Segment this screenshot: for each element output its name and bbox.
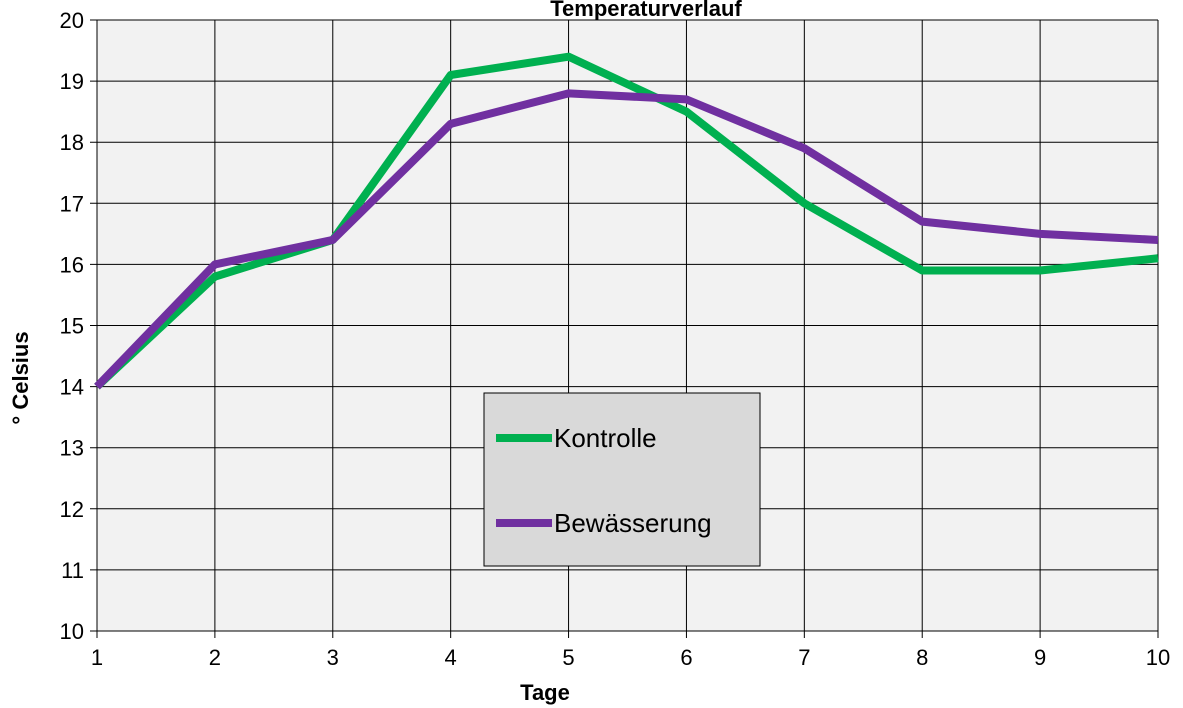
legend-label-kontrolle: Kontrolle: [554, 423, 657, 453]
x-tick-label: 3: [327, 645, 339, 670]
x-tick-labels: 1 2 3 4 5 6 7 8 9 10: [91, 645, 1170, 670]
y-tick-label: 14: [60, 375, 84, 400]
y-tick-label: 11: [61, 558, 84, 583]
y-tick-label: 15: [60, 314, 84, 339]
x-tick-label: 5: [562, 645, 574, 670]
x-tick-label: 2: [209, 645, 221, 670]
series-line-bewaesserung: [94, 89, 1159, 390]
x-tick-label: 10: [1146, 645, 1170, 670]
y-axis-title: ° Celsius: [8, 331, 33, 424]
x-tick-label: 6: [680, 645, 692, 670]
y-tick-label: 12: [60, 497, 84, 522]
y-tick-label: 13: [60, 436, 84, 461]
x-tick-label: 7: [798, 645, 810, 670]
series-line-kontrolle: [94, 52, 1159, 390]
y-tick-label: 16: [60, 252, 84, 277]
x-tick-label: 4: [445, 645, 457, 670]
y-tick-label: 17: [60, 191, 84, 216]
y-tick-label: 20: [60, 8, 84, 33]
chart-title: Temperaturverlauf: [550, 0, 742, 21]
y-tick-label: 18: [60, 130, 84, 155]
x-tick-label: 8: [916, 645, 928, 670]
y-tick-label: 19: [60, 69, 84, 94]
x-tick-label: 9: [1034, 645, 1046, 670]
x-axis-title: Tage: [520, 680, 570, 705]
legend: Kontrolle Bewässerung: [483, 392, 761, 567]
legend-label-bewaesserung: Bewässerung: [554, 508, 712, 538]
y-tick-label: 10: [60, 619, 84, 644]
x-tick-label: 1: [91, 645, 103, 670]
series-lines: [94, 52, 1159, 390]
legend-box: [483, 392, 761, 567]
y-tick-labels: 10 11 12 13 14 15 16 17 18 19 20: [60, 8, 84, 644]
